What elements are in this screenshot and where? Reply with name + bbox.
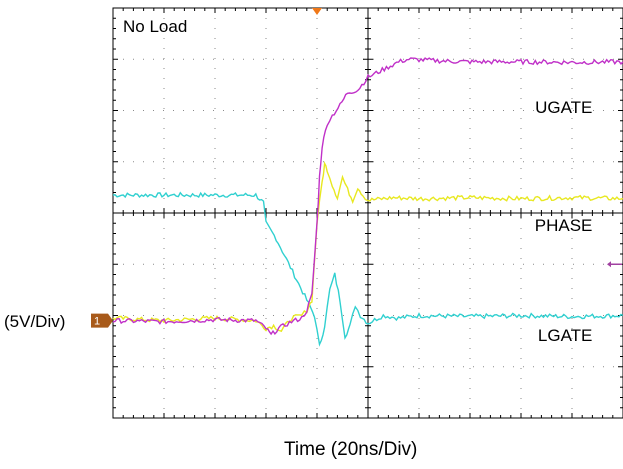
series-label-phase: PHASE xyxy=(535,216,593,235)
ground-marker xyxy=(91,313,108,328)
traces xyxy=(112,57,623,347)
trace-ugate xyxy=(112,57,623,336)
series-label-ugate: UGATE xyxy=(535,98,592,117)
trace-lgate xyxy=(112,191,623,347)
trace-phase xyxy=(112,161,623,333)
ground-marker-label: 1 xyxy=(94,316,100,328)
center-axes xyxy=(112,7,623,419)
markers: 1 xyxy=(91,8,622,328)
series-labels: UGATE PHASE LGATE xyxy=(535,98,593,345)
trigger-marker xyxy=(312,8,322,15)
series-label-lgate: LGATE xyxy=(538,326,592,345)
x-axis-label: Time (20ns/Div) xyxy=(284,439,417,460)
level-marker-arrow xyxy=(607,261,611,268)
chart-title: No Load xyxy=(123,17,187,36)
y-axis-label: (5V/Div) xyxy=(4,312,65,331)
ground-marker-arrow xyxy=(108,313,113,328)
